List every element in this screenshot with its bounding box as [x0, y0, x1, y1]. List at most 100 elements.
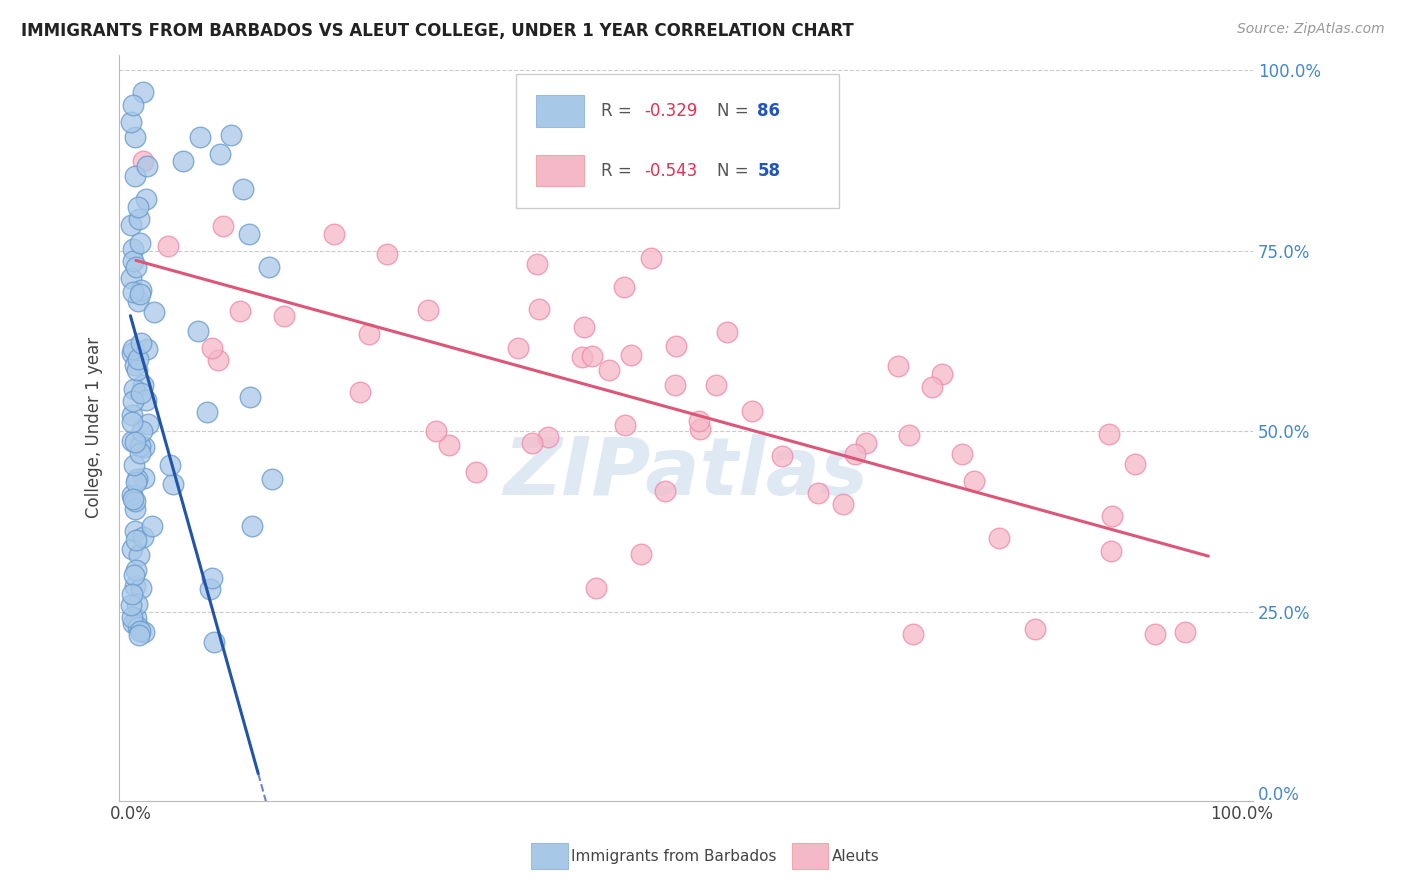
Text: 86: 86: [758, 102, 780, 120]
Point: [128, 624, 150, 639]
Point: [640, 252, 662, 266]
Point: [122, 491, 145, 506]
Point: [124, 524, 146, 539]
Point: [716, 325, 738, 339]
Point: [124, 579, 146, 593]
Point: [142, 305, 165, 319]
Point: [240, 518, 263, 533]
Point: [135, 342, 157, 356]
Point: [125, 533, 148, 547]
Point: [1097, 427, 1119, 442]
Point: [129, 236, 152, 251]
Point: [124, 169, 146, 183]
Text: N =: N =: [717, 161, 754, 179]
Point: [188, 130, 211, 145]
Text: Immigrants from Barbados: Immigrants from Barbados: [571, 849, 776, 863]
Point: [665, 339, 688, 353]
Point: [124, 494, 146, 508]
Point: [465, 465, 488, 479]
Point: [159, 458, 181, 472]
Point: [127, 620, 149, 634]
Point: [198, 582, 221, 596]
Point: [131, 424, 153, 438]
Point: [201, 341, 224, 355]
Point: [887, 359, 910, 374]
Point: [132, 440, 155, 454]
Point: [257, 260, 280, 274]
FancyBboxPatch shape: [537, 155, 583, 186]
Point: [122, 98, 145, 112]
Point: [128, 211, 150, 226]
Point: [425, 424, 447, 438]
Point: [931, 368, 953, 382]
Point: [122, 285, 145, 300]
Point: [124, 567, 146, 582]
Point: [831, 496, 853, 510]
Point: [212, 219, 235, 234]
Point: [120, 115, 142, 129]
Point: [221, 128, 243, 143]
Point: [120, 270, 142, 285]
Point: [121, 587, 143, 601]
Point: [613, 279, 636, 293]
Point: [238, 227, 260, 242]
Point: [1024, 623, 1046, 637]
Point: [962, 475, 984, 489]
Point: [201, 570, 224, 584]
Point: [122, 342, 145, 356]
Point: [172, 153, 194, 168]
Point: [844, 447, 866, 461]
Point: [209, 146, 232, 161]
Text: 58: 58: [758, 161, 780, 179]
Point: [121, 346, 143, 360]
Point: [122, 615, 145, 630]
Point: [572, 320, 595, 334]
Point: [125, 563, 148, 577]
Point: [122, 394, 145, 409]
Point: [132, 530, 155, 544]
Point: [122, 254, 145, 268]
Point: [903, 627, 925, 641]
Point: [132, 154, 155, 169]
Text: -0.329: -0.329: [644, 102, 697, 120]
Point: [128, 549, 150, 563]
Point: [186, 325, 208, 339]
Point: [688, 413, 710, 427]
Point: [349, 384, 371, 399]
Text: R =: R =: [600, 102, 637, 120]
Text: ZIPatlas: ZIPatlas: [503, 434, 869, 512]
Point: [581, 349, 603, 363]
Point: [232, 182, 254, 196]
Y-axis label: College, Under 1 year: College, Under 1 year: [86, 337, 103, 518]
Text: IMMIGRANTS FROM BARBADOS VS ALEUT COLLEGE, UNDER 1 YEAR CORRELATION CHART: IMMIGRANTS FROM BARBADOS VS ALEUT COLLEG…: [21, 22, 853, 40]
Point: [527, 302, 550, 317]
Point: [122, 383, 145, 397]
Point: [262, 472, 284, 486]
Point: [127, 472, 149, 486]
Point: [121, 541, 143, 556]
Point: [741, 404, 763, 418]
Point: [121, 408, 143, 422]
Point: [132, 625, 155, 640]
Point: [129, 581, 152, 595]
Point: [664, 377, 686, 392]
Point: [1144, 627, 1167, 641]
Point: [1123, 457, 1146, 471]
Point: [128, 628, 150, 642]
Point: [988, 532, 1011, 546]
Point: [125, 260, 148, 275]
Point: [129, 385, 152, 400]
Point: [132, 377, 155, 392]
Point: [124, 358, 146, 372]
Point: [125, 363, 148, 377]
Point: [897, 428, 920, 442]
Point: [416, 303, 439, 318]
Point: [202, 635, 225, 649]
Point: [128, 446, 150, 460]
Point: [229, 304, 252, 318]
Point: [1101, 508, 1123, 523]
Point: [121, 242, 143, 256]
Point: [121, 610, 143, 624]
Point: [598, 363, 620, 377]
Point: [157, 239, 180, 253]
